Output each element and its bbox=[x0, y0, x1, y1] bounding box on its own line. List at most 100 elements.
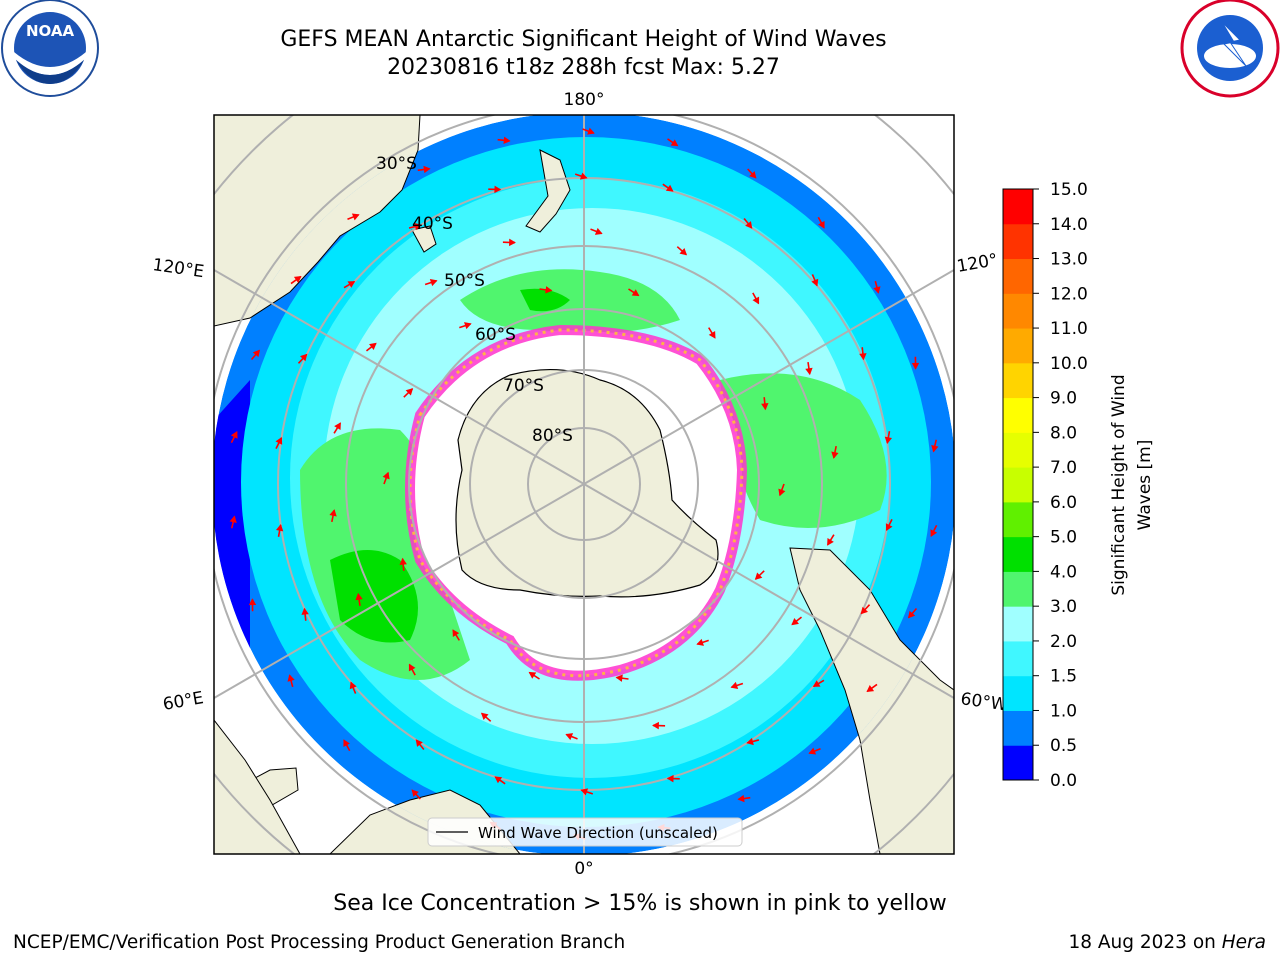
colorbar-tick-label: 1.5 bbox=[1050, 667, 1077, 687]
colorbar-segment bbox=[1003, 467, 1033, 503]
colorbar-segment bbox=[1003, 189, 1033, 225]
colorbar-segment bbox=[1003, 745, 1033, 781]
colorbar-segment bbox=[1003, 571, 1033, 607]
wave-arrow-head bbox=[415, 739, 423, 747]
colorbar-segment bbox=[1003, 258, 1033, 294]
map-legend: Wind Wave Direction (unscaled) bbox=[427, 817, 743, 847]
colorbar-tick-label: 3.0 bbox=[1050, 597, 1077, 617]
colorbar-frame bbox=[1002, 188, 1034, 781]
map-frame bbox=[213, 114, 955, 855]
noaa-logo-text: NOAA bbox=[26, 22, 75, 40]
colorbar: 0.0 0.5 1.0 1.5 2.0 3.0 4.0 5.0 6.0 7.0 8.0 9.0 10.0… bbox=[1002, 180, 1088, 791]
colorbar-tick-label: 6.0 bbox=[1050, 493, 1077, 513]
colorbar-tick-label: 0.5 bbox=[1050, 736, 1077, 756]
wave-arrow-head bbox=[545, 286, 553, 294]
wave-arrow-head bbox=[860, 606, 869, 615]
wave-arrow-head bbox=[287, 674, 295, 682]
wave-arrow-head bbox=[408, 663, 416, 672]
wave-arrow-head bbox=[791, 618, 799, 626]
wave-arrow-head bbox=[329, 509, 337, 517]
colorbar-tick-label: 13.0 bbox=[1050, 250, 1088, 270]
wave-arrow-head bbox=[343, 739, 350, 748]
colorbar-tick-label: 14.0 bbox=[1050, 215, 1088, 235]
wave-arrow-head bbox=[429, 279, 438, 287]
wave-arrow-head bbox=[679, 248, 688, 256]
wave-arrow-head bbox=[708, 331, 716, 339]
wave-arrow-head bbox=[752, 296, 760, 305]
wave-arrow-head bbox=[452, 629, 460, 637]
colorbar-tick-label: 2.0 bbox=[1050, 632, 1077, 652]
lon-label-0: 0° bbox=[574, 859, 593, 879]
wave-arrow-head bbox=[745, 221, 753, 229]
colorbar-tick-label: 15.0 bbox=[1050, 180, 1088, 200]
wave-arrow-head bbox=[411, 789, 419, 797]
colorbar-tick-label: 12.0 bbox=[1050, 284, 1088, 304]
wave-arrow-head bbox=[414, 222, 422, 231]
colorbar-segment bbox=[1003, 397, 1033, 433]
wave-arrow-head bbox=[631, 289, 640, 297]
lat-label-40s: 40°S bbox=[412, 214, 453, 234]
wave-arrow-head bbox=[503, 136, 511, 145]
colorbar-tick-label: 7.0 bbox=[1050, 458, 1077, 478]
wave-arrow-head bbox=[884, 436, 893, 445]
colorbar-segment bbox=[1003, 536, 1033, 572]
plot-title-line2: 20230816 t18z 288h fcst Max: 5.27 bbox=[387, 55, 780, 80]
lat-label-30s: 30°S bbox=[376, 154, 417, 174]
colorbar-segment bbox=[1003, 606, 1033, 642]
lat-label-70s: 70°S bbox=[503, 376, 544, 396]
wave-arrow-head bbox=[369, 342, 377, 350]
lat-label-60s: 60°S bbox=[475, 325, 516, 345]
wave-arrow-head bbox=[831, 451, 839, 459]
colorbar-segment bbox=[1003, 501, 1033, 538]
wave-arrow-head bbox=[911, 362, 920, 370]
wave-arrow-head bbox=[827, 538, 834, 546]
wave-arrow-head bbox=[812, 680, 821, 687]
wave-arrow-head bbox=[480, 712, 489, 720]
lon-label-60w: 60°W bbox=[959, 689, 1008, 715]
colorbar-tick-label: 11.0 bbox=[1050, 319, 1088, 339]
colorbar-segment bbox=[1003, 675, 1033, 711]
wave-arrow-head bbox=[509, 238, 516, 247]
wave-arrow-head bbox=[749, 171, 757, 179]
wave-arrow-head bbox=[293, 275, 302, 283]
wave-arrow-head bbox=[866, 685, 875, 693]
wave-arrow-head bbox=[873, 286, 881, 294]
wave-arrow-head bbox=[859, 353, 867, 361]
colorbar-tick-label: 4.0 bbox=[1050, 562, 1077, 582]
wave-arrow-head bbox=[230, 431, 238, 439]
wave-arrow-head bbox=[811, 278, 819, 287]
wave-arrow-head bbox=[652, 721, 659, 730]
colorbar-tick-label: 9.0 bbox=[1050, 389, 1077, 409]
colorbar-segment bbox=[1003, 293, 1033, 329]
wave-arrow-head bbox=[730, 681, 739, 689]
wave-arrow-head bbox=[808, 747, 817, 755]
colorbar-segment bbox=[1003, 710, 1033, 746]
wave-arrow-head bbox=[580, 788, 589, 796]
nws-logo bbox=[1180, 0, 1280, 98]
colorbar-tick-label: 0.0 bbox=[1050, 771, 1077, 791]
lat-label-80s: 80°S bbox=[532, 426, 573, 446]
colorbar-segment bbox=[1003, 640, 1033, 677]
wave-arrow-head bbox=[347, 281, 356, 288]
wave-arrow-head bbox=[405, 388, 414, 396]
wave-arrow-head bbox=[229, 515, 237, 524]
footer-date: 18 Aug 2023 on Hera bbox=[1068, 932, 1266, 953]
wave-arrow-head bbox=[746, 737, 754, 746]
wave-arrow-head bbox=[494, 776, 503, 784]
wave-arrow-head bbox=[696, 638, 704, 646]
lat-label-50s: 50°S bbox=[444, 271, 485, 291]
wave-arrow-head bbox=[355, 592, 363, 601]
lon-label-120e: 120°E bbox=[151, 255, 205, 282]
footer-credit: NCEP/EMC/Verification Post Processing Pr… bbox=[13, 932, 626, 953]
wave-arrow-head bbox=[528, 671, 537, 679]
wave-arrow-head bbox=[805, 367, 813, 376]
wave-arrow-head bbox=[299, 353, 308, 362]
wave-arrow-head bbox=[275, 436, 283, 445]
wave-arrow-head bbox=[931, 444, 939, 453]
wave-arrow-head bbox=[382, 471, 390, 480]
wave-arrow-head bbox=[494, 185, 502, 194]
wave-arrow-head bbox=[737, 794, 745, 803]
legend-label: Wind Wave Direction (unscaled) bbox=[478, 824, 718, 842]
wave-arrow-head bbox=[423, 165, 431, 174]
